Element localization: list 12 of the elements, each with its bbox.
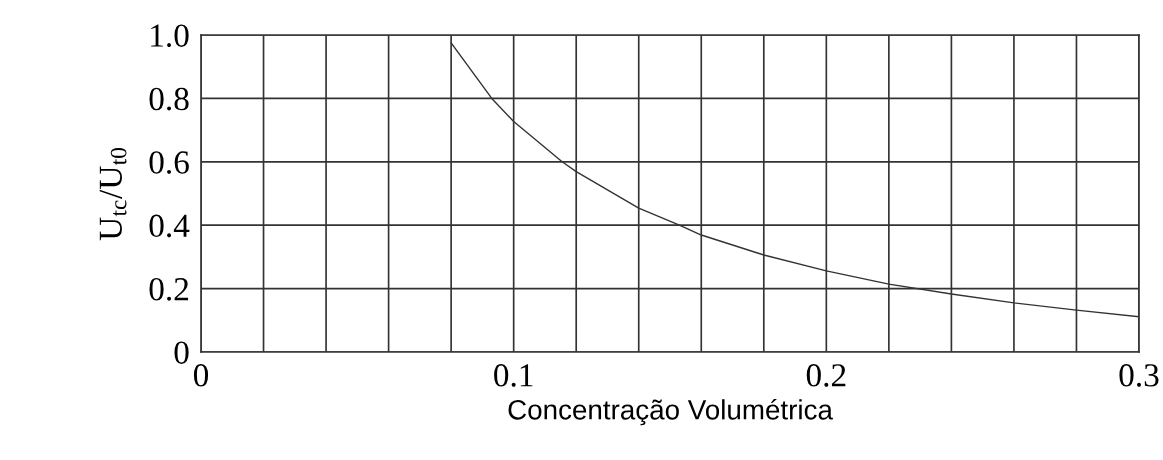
- x-axis-title: Concentração Volumétrica: [508, 398, 833, 426]
- x-tick-label: 0.3: [1119, 364, 1159, 387]
- y-tick-label: 1.0: [151, 24, 189, 48]
- y-tick-label: 0.6: [149, 151, 189, 174]
- x-tick-label: 0: [193, 364, 209, 387]
- x-tick-label: 0.1: [494, 364, 533, 387]
- x-tick-label: 0.2: [806, 364, 846, 387]
- y-axis-title: U$_{tc}$/U$_{t0}$: [99, 148, 127, 241]
- y-tick-label: 0.2: [149, 278, 189, 301]
- y-tick-label: 0: [174, 341, 189, 364]
- y-tick-label: 0.8: [149, 87, 189, 111]
- y-tick-label: 0.4: [149, 214, 190, 238]
